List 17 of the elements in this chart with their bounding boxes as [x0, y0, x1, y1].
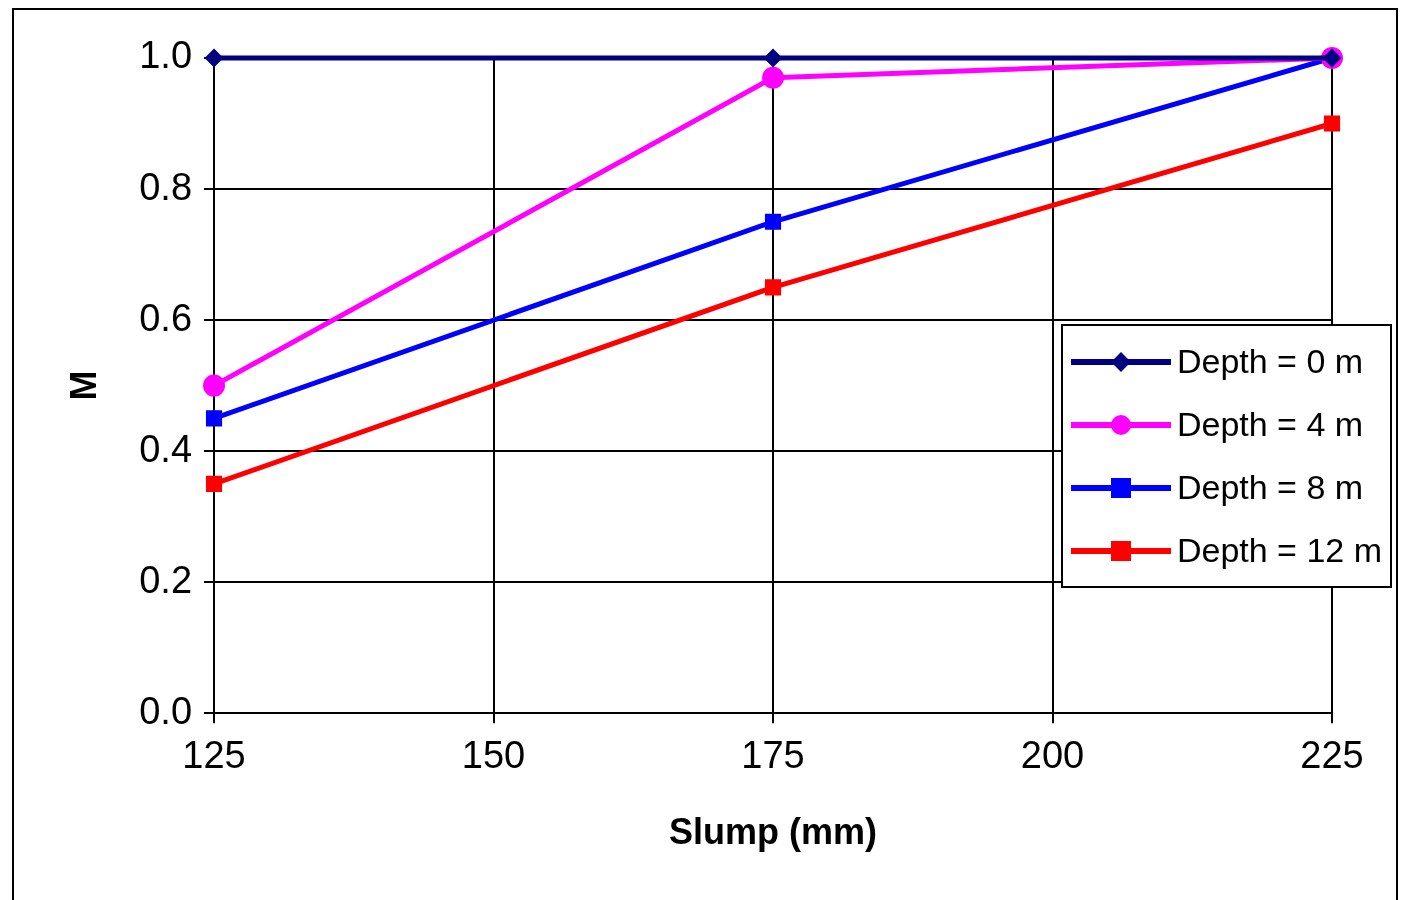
legend-label: Depth = 4 m — [1176, 405, 1364, 444]
x-tick-label: 125 — [182, 734, 246, 777]
legend-label: Depth = 8 m — [1176, 468, 1364, 507]
y-axis-title: M — [62, 370, 104, 401]
y-tick-label: 0.2 — [139, 558, 193, 601]
y-tick-label: 0.6 — [139, 296, 193, 339]
y-tick-label: 1.0 — [139, 34, 193, 77]
x-tick-label: 150 — [461, 734, 526, 777]
legend-label: Depth = 0 m — [1176, 342, 1364, 381]
legend-label: Depth = 12 m — [1176, 531, 1382, 570]
y-tick-label: 0.4 — [139, 427, 193, 470]
x-tick-label: 225 — [1300, 734, 1364, 777]
y-tick-label: 0.8 — [139, 165, 193, 208]
y-tick-label: 0.0 — [139, 689, 193, 732]
x-tick-label: 200 — [1020, 734, 1085, 777]
x-axis-title: Slump (mm) — [669, 811, 878, 853]
x-tick-label: 175 — [741, 734, 805, 777]
